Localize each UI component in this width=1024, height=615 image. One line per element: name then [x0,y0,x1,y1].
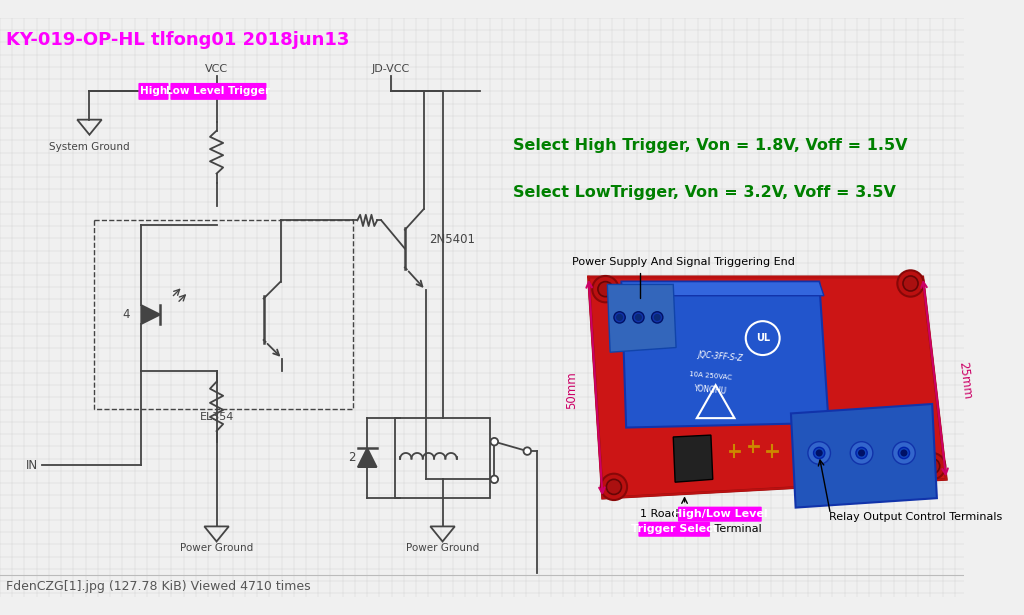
Circle shape [213,88,220,95]
Polygon shape [607,284,676,352]
Circle shape [897,271,924,296]
Circle shape [925,459,940,474]
Circle shape [606,479,622,494]
Circle shape [813,447,825,459]
Circle shape [633,312,644,323]
Circle shape [919,453,945,479]
Text: Power Supply And Signal Triggering End: Power Supply And Signal Triggering End [572,258,796,298]
Bar [395,418,489,498]
Text: Select High Trigger, Von = 1.8V, Voff = 1.5V: Select High Trigger, Von = 1.8V, Voff = … [513,138,907,153]
Polygon shape [357,448,377,467]
Text: YONGHU: YONGHU [694,384,728,396]
Circle shape [859,450,864,456]
Circle shape [903,276,919,291]
Text: System Ground: System Ground [49,142,130,153]
Text: EL354: EL354 [200,411,233,421]
Circle shape [523,447,531,455]
Circle shape [651,312,663,323]
Circle shape [598,282,613,296]
Circle shape [850,442,872,464]
Circle shape [614,312,626,323]
Text: JD-VCC: JD-VCC [372,65,410,74]
Circle shape [816,450,822,456]
Circle shape [490,475,498,483]
Polygon shape [589,277,946,498]
Circle shape [898,447,909,459]
Text: JQC-3FF-S-Z: JQC-3FF-S-Z [697,351,743,363]
Text: Relay Output Control Terminals: Relay Output Control Terminals [828,512,1001,522]
Circle shape [616,314,623,320]
Text: Power Ground: Power Ground [406,544,479,554]
Polygon shape [622,282,828,427]
Text: 50mm: 50mm [565,371,579,409]
Text: 2: 2 [348,451,356,464]
Text: KY-019-OP-HL tlfong01 2018jun13: KY-019-OP-HL tlfong01 2018jun13 [6,31,349,49]
Circle shape [901,450,907,456]
Circle shape [893,442,915,464]
Circle shape [808,442,830,464]
Text: 2N5401: 2N5401 [429,232,475,246]
Circle shape [654,314,660,320]
Text: Power Ground: Power Ground [180,544,253,554]
Circle shape [592,276,618,303]
Text: 4: 4 [123,308,130,321]
Text: Low Level Trigger: Low Level Trigger [166,86,270,97]
Text: Select LowTrigger, Von = 3.2V, Voff = 3.5V: Select LowTrigger, Von = 3.2V, Voff = 3.… [513,184,896,200]
Text: IN: IN [27,459,39,472]
Polygon shape [791,404,937,507]
Text: 10A 250VAC: 10A 250VAC [689,371,732,381]
FancyBboxPatch shape [138,83,169,100]
Text: 25mm: 25mm [955,361,973,400]
Text: 1 Road: 1 Road [640,509,682,519]
Text: UL: UL [756,333,770,343]
Circle shape [856,447,867,459]
Text: High/Low Level: High/Low Level [673,509,768,519]
Polygon shape [673,435,713,482]
FancyBboxPatch shape [638,522,710,537]
FancyBboxPatch shape [678,507,762,522]
Polygon shape [622,282,824,296]
Circle shape [636,314,641,320]
Circle shape [601,474,627,500]
Text: VCC: VCC [205,65,228,74]
FancyBboxPatch shape [170,83,266,100]
Text: FdenCZG[1].jpg (127.78 KiB) Viewed 4710 times: FdenCZG[1].jpg (127.78 KiB) Viewed 4710 … [6,580,310,593]
Text: Terminal: Terminal [711,524,762,534]
Circle shape [490,438,498,445]
Polygon shape [141,305,160,324]
Text: High: High [140,86,167,97]
Text: Trigger Select: Trigger Select [631,524,718,534]
